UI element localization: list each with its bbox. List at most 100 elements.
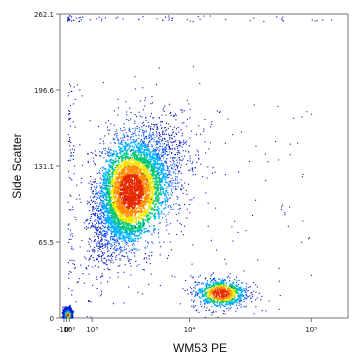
event-dot (129, 128, 131, 130)
event-dot (129, 212, 131, 215)
event-dot (210, 126, 212, 128)
event-dot (156, 170, 158, 173)
event-dot (98, 172, 100, 174)
event-dot (112, 226, 115, 228)
event-dot (111, 210, 114, 212)
event-dot (113, 239, 115, 241)
event-dot (159, 222, 161, 224)
event-dot (105, 184, 108, 187)
event-dot (133, 181, 136, 184)
event-dot (114, 225, 116, 228)
event-dot (120, 174, 123, 176)
event-dot (196, 161, 198, 163)
event-dot (166, 192, 169, 194)
event-dot (126, 208, 128, 211)
event-dot (130, 159, 133, 162)
event-dot (115, 259, 117, 261)
event-dot (121, 219, 124, 221)
event-dot (173, 171, 175, 173)
event-dot (114, 142, 116, 144)
event-dot (165, 114, 167, 116)
event-dot (96, 202, 98, 204)
event-dot (124, 248, 126, 250)
event-dot (158, 193, 161, 195)
event-dot (191, 169, 193, 171)
event-dot (120, 179, 122, 181)
event-dot (122, 184, 124, 187)
event-dot (97, 230, 99, 232)
event-dot (108, 242, 110, 244)
event-dot (148, 173, 151, 175)
event-dot (135, 178, 138, 180)
event-dot (114, 183, 117, 185)
event-dot (106, 179, 108, 181)
event-dot (116, 239, 118, 241)
event-dot (124, 213, 126, 216)
event-dot (108, 217, 111, 219)
event-dot (119, 265, 121, 267)
event-dot (119, 246, 121, 248)
event-dot (139, 144, 141, 146)
event-dot (107, 174, 109, 177)
event-dot (112, 138, 114, 140)
event-dot (164, 207, 167, 209)
event-dot (116, 177, 118, 179)
event-dot (134, 155, 136, 157)
event-dot (157, 169, 159, 171)
event-dot (153, 174, 155, 176)
event-dot (101, 235, 103, 237)
event-dot (178, 131, 180, 133)
event-dot (121, 139, 123, 141)
event-dot (96, 288, 98, 290)
event-dot (158, 232, 160, 234)
event-dot (104, 174, 107, 176)
event-dot (119, 185, 122, 188)
event-dot (142, 178, 144, 181)
event-dot (163, 150, 165, 152)
event-dot (134, 217, 136, 219)
event-dot (111, 202, 113, 205)
event-dot (150, 182, 153, 185)
event-dot (114, 252, 116, 254)
event-dot (127, 207, 129, 210)
event-dot (133, 205, 136, 208)
event-dot (104, 222, 106, 224)
event-dot (98, 213, 100, 215)
event-dot (195, 154, 197, 156)
event-dot (145, 193, 147, 195)
event-dot (117, 138, 119, 140)
event-dot (132, 191, 134, 193)
event-dot (98, 256, 100, 258)
event-dot (124, 211, 127, 213)
event-dot (126, 236, 128, 238)
event-dot (179, 144, 181, 146)
event-dot (173, 115, 175, 117)
event-dot (107, 191, 110, 193)
event-dot (148, 206, 150, 209)
event-dot (132, 186, 135, 188)
event-dot (153, 214, 156, 216)
event-dot (135, 169, 138, 172)
event-dot (166, 229, 168, 231)
event-dot (162, 155, 164, 157)
event-dot (148, 160, 151, 163)
event-dot (127, 175, 129, 178)
event-dot (153, 188, 156, 191)
event-dot (99, 195, 101, 197)
event-dot (105, 240, 107, 242)
event-dot (117, 215, 120, 217)
event-dot (123, 239, 125, 242)
event-dot (198, 154, 200, 156)
event-dot (113, 230, 115, 233)
event-dot (129, 208, 132, 211)
event-dot (118, 201, 121, 204)
event-dot (128, 286, 130, 288)
event-dot (180, 172, 182, 174)
event-dot (180, 188, 182, 190)
event-dot (110, 207, 113, 209)
event-dot (151, 174, 153, 176)
event-dot (162, 166, 164, 168)
event-dot (144, 211, 146, 213)
event-dot (115, 155, 117, 157)
event-dot (118, 187, 121, 190)
